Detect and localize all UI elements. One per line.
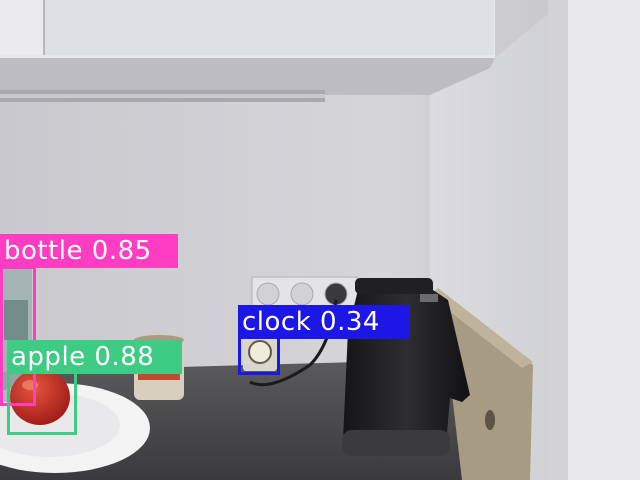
bottle-label: bottle 0.85	[0, 234, 178, 268]
clock-bounding-box	[238, 333, 280, 375]
apple-label: apple 0.88	[7, 340, 182, 374]
clock-label: clock 0.34	[238, 305, 410, 339]
apple-bounding-box	[7, 368, 77, 435]
